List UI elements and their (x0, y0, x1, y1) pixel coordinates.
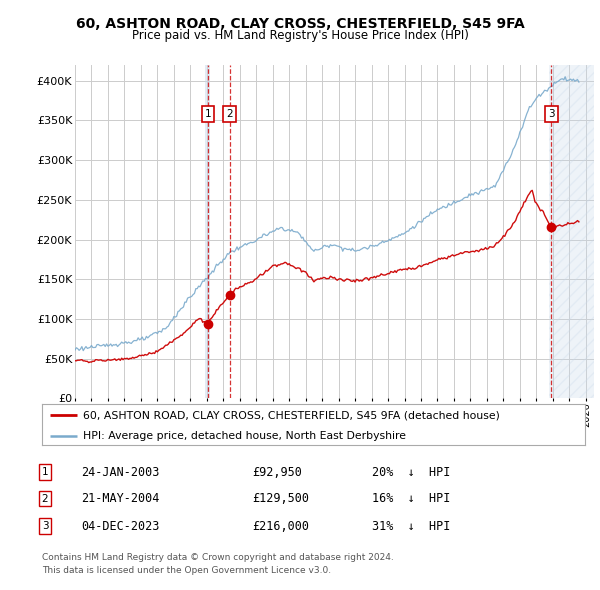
Text: 2: 2 (41, 494, 49, 503)
Text: £129,500: £129,500 (252, 492, 309, 505)
Bar (548, 65, 594, 398)
Text: £216,000: £216,000 (252, 520, 309, 533)
Text: 16%  ↓  HPI: 16% ↓ HPI (372, 492, 451, 505)
Text: 3: 3 (548, 109, 555, 119)
Text: HPI: Average price, detached house, North East Derbyshire: HPI: Average price, detached house, Nort… (83, 431, 406, 441)
Text: 2: 2 (226, 109, 233, 119)
Text: 60, ASHTON ROAD, CLAY CROSS, CHESTERFIELD, S45 9FA (detached house): 60, ASHTON ROAD, CLAY CROSS, CHESTERFIEL… (83, 410, 500, 420)
Text: 60, ASHTON ROAD, CLAY CROSS, CHESTERFIELD, S45 9FA: 60, ASHTON ROAD, CLAY CROSS, CHESTERFIEL… (76, 17, 524, 31)
Text: 3: 3 (41, 522, 49, 531)
Text: £92,950: £92,950 (252, 466, 302, 478)
Bar (205, 65, 210, 398)
Text: 1: 1 (41, 467, 49, 477)
Text: Contains HM Land Registry data © Crown copyright and database right 2024.: Contains HM Land Registry data © Crown c… (42, 553, 394, 562)
Text: 20%  ↓  HPI: 20% ↓ HPI (372, 466, 451, 478)
Text: 1: 1 (205, 109, 211, 119)
Text: 04-DEC-2023: 04-DEC-2023 (81, 520, 160, 533)
Text: 24-JAN-2003: 24-JAN-2003 (81, 466, 160, 478)
Text: 21-MAY-2004: 21-MAY-2004 (81, 492, 160, 505)
Text: Price paid vs. HM Land Registry's House Price Index (HPI): Price paid vs. HM Land Registry's House … (131, 30, 469, 42)
Text: 31%  ↓  HPI: 31% ↓ HPI (372, 520, 451, 533)
Text: This data is licensed under the Open Government Licence v3.0.: This data is licensed under the Open Gov… (42, 566, 331, 575)
